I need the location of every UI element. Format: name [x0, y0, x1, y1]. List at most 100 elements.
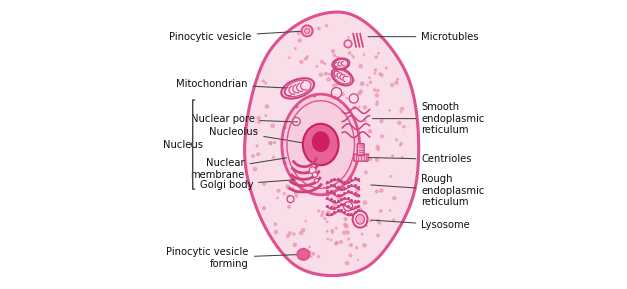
Circle shape [310, 256, 312, 257]
Circle shape [342, 77, 344, 80]
Circle shape [340, 73, 343, 75]
Circle shape [317, 255, 320, 257]
Text: Pinocytic vesicle: Pinocytic vesicle [169, 31, 304, 42]
Ellipse shape [332, 68, 353, 86]
Text: Rough
endoplasmic
reticulum: Rough endoplasmic reticulum [371, 174, 485, 207]
Ellipse shape [303, 124, 339, 165]
Circle shape [374, 73, 376, 74]
Circle shape [401, 107, 404, 110]
Circle shape [342, 93, 344, 96]
Ellipse shape [352, 211, 367, 228]
Circle shape [333, 203, 336, 207]
Circle shape [295, 93, 297, 95]
Circle shape [325, 25, 327, 27]
Circle shape [345, 225, 348, 228]
Polygon shape [245, 12, 419, 276]
Circle shape [327, 221, 328, 223]
Ellipse shape [356, 214, 364, 224]
Circle shape [307, 56, 308, 58]
Ellipse shape [287, 196, 294, 203]
Circle shape [358, 92, 361, 95]
Circle shape [293, 243, 297, 247]
Circle shape [324, 218, 326, 219]
Circle shape [379, 73, 381, 75]
Circle shape [353, 56, 354, 58]
Circle shape [295, 48, 296, 49]
Circle shape [356, 189, 359, 192]
Circle shape [368, 130, 372, 133]
Circle shape [390, 175, 391, 177]
Circle shape [377, 234, 379, 237]
Circle shape [391, 84, 394, 86]
Circle shape [262, 80, 265, 82]
Circle shape [375, 56, 377, 58]
Circle shape [397, 78, 398, 80]
Circle shape [340, 240, 342, 243]
Circle shape [350, 208, 353, 210]
Circle shape [265, 115, 266, 116]
Circle shape [357, 194, 358, 195]
Circle shape [370, 220, 372, 222]
Circle shape [283, 193, 285, 195]
Circle shape [349, 52, 351, 54]
Circle shape [324, 63, 325, 64]
Circle shape [359, 65, 362, 68]
Circle shape [348, 37, 349, 38]
Circle shape [377, 149, 379, 151]
Circle shape [396, 139, 398, 141]
Circle shape [359, 90, 362, 93]
Circle shape [376, 158, 379, 161]
Circle shape [324, 73, 327, 75]
Circle shape [298, 39, 301, 42]
Ellipse shape [334, 70, 350, 84]
Circle shape [393, 219, 394, 221]
Circle shape [317, 210, 320, 212]
Ellipse shape [285, 80, 311, 97]
Circle shape [401, 156, 403, 158]
Text: Nuclear pore: Nuclear pore [191, 114, 298, 124]
Circle shape [288, 232, 291, 235]
Circle shape [257, 117, 260, 120]
Circle shape [333, 84, 336, 87]
Text: Mitochondrian: Mitochondrian [176, 79, 292, 89]
Ellipse shape [292, 117, 300, 125]
Circle shape [367, 84, 368, 86]
Circle shape [273, 141, 276, 143]
Ellipse shape [297, 249, 310, 260]
Circle shape [293, 233, 295, 235]
Circle shape [376, 145, 379, 149]
Circle shape [316, 66, 318, 67]
Circle shape [340, 68, 343, 71]
Circle shape [403, 125, 405, 128]
Circle shape [363, 244, 366, 247]
Circle shape [329, 73, 330, 75]
Circle shape [361, 82, 364, 85]
Text: Nuclear
membrane: Nuclear membrane [190, 158, 287, 180]
Circle shape [334, 55, 335, 57]
Ellipse shape [281, 78, 314, 99]
Circle shape [346, 98, 347, 99]
Circle shape [353, 79, 355, 81]
Circle shape [380, 120, 383, 123]
Circle shape [336, 83, 339, 86]
Circle shape [377, 219, 379, 222]
Circle shape [258, 121, 260, 123]
Circle shape [363, 106, 367, 109]
Circle shape [374, 89, 376, 91]
FancyBboxPatch shape [357, 144, 364, 155]
Circle shape [400, 111, 401, 113]
Circle shape [395, 81, 398, 84]
Circle shape [297, 31, 300, 34]
Circle shape [287, 195, 290, 197]
Circle shape [292, 188, 294, 190]
Circle shape [376, 101, 378, 103]
Circle shape [312, 172, 317, 177]
Ellipse shape [302, 25, 313, 36]
Circle shape [321, 214, 323, 216]
Circle shape [377, 90, 379, 92]
Ellipse shape [344, 40, 352, 48]
Circle shape [359, 208, 362, 211]
Circle shape [376, 94, 378, 97]
Circle shape [381, 74, 383, 76]
Ellipse shape [305, 28, 310, 34]
